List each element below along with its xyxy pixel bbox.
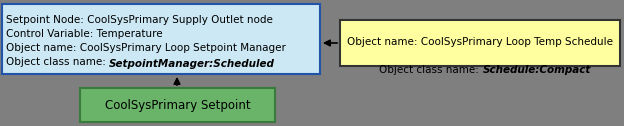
Text: Setpoint Node: CoolSysPrimary Supply Outlet node: Setpoint Node: CoolSysPrimary Supply Out… — [6, 15, 273, 25]
Text: Schedule:Compact: Schedule:Compact — [482, 65, 591, 75]
FancyBboxPatch shape — [340, 20, 620, 66]
FancyBboxPatch shape — [80, 88, 275, 122]
Text: Object class name:: Object class name: — [379, 65, 482, 75]
FancyBboxPatch shape — [2, 4, 320, 74]
Text: CoolSysPrimary Setpoint: CoolSysPrimary Setpoint — [105, 99, 250, 112]
Text: Object name: CoolSysPrimary Loop Setpoint Manager: Object name: CoolSysPrimary Loop Setpoin… — [6, 43, 286, 53]
Text: Object class name:: Object class name: — [6, 57, 109, 67]
Text: Control Variable: Temperature: Control Variable: Temperature — [6, 29, 163, 39]
Text: Object name: CoolSysPrimary Loop Temp Schedule: Object name: CoolSysPrimary Loop Temp Sc… — [347, 37, 613, 47]
Text: SetpointManager:Scheduled: SetpointManager:Scheduled — [109, 59, 275, 69]
